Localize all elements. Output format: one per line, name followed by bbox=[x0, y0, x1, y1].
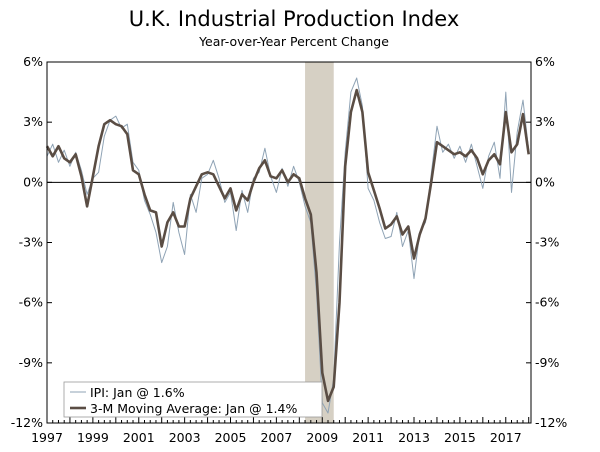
y-tick-label-left: -3% bbox=[19, 235, 43, 250]
y-tick-label-right: -12% bbox=[535, 415, 567, 430]
x-tick-label: 2007 bbox=[260, 430, 292, 445]
x-tick-label: 2017 bbox=[490, 430, 522, 445]
recession-layer bbox=[305, 62, 334, 423]
chart-subtitle: Year-over-Year Percent Change bbox=[198, 34, 389, 49]
series-line-moving-average bbox=[45, 88, 530, 403]
x-axis: 1997 1999 2001 2003 2005 2007 2009 2011 2013 2015… bbox=[31, 417, 530, 445]
y-tick-label-left: -6% bbox=[19, 295, 43, 310]
recession-band bbox=[305, 62, 334, 423]
y-tick-label-left: -9% bbox=[19, 355, 43, 370]
y-tick-label-right: 6% bbox=[535, 54, 555, 69]
y-tick-label-right: 3% bbox=[535, 114, 555, 129]
y-axis-left: 6% 3% 0% -3% -6% -9% -12% bbox=[11, 54, 52, 430]
y-tick-label-left: -12% bbox=[11, 415, 43, 430]
y-tick-label-right: -6% bbox=[535, 295, 559, 310]
legend-box bbox=[63, 381, 323, 418]
y-tick-label-left: 0% bbox=[23, 174, 43, 189]
x-tick-label: 2011 bbox=[352, 430, 384, 445]
x-tick-label: 2015 bbox=[444, 430, 476, 445]
x-tick-label: 1997 bbox=[31, 430, 63, 445]
x-tick-label: 1999 bbox=[77, 430, 109, 445]
y-tick-label-left: 6% bbox=[23, 54, 43, 69]
x-tick-label: 2009 bbox=[306, 430, 338, 445]
x-tick-label: 2013 bbox=[398, 430, 430, 445]
legend-label-ipi: IPI: Jan @ 1.6% bbox=[90, 385, 185, 400]
x-tick-label: 2001 bbox=[123, 430, 155, 445]
y-tick-label-left: 3% bbox=[23, 114, 43, 129]
y-tick-label-right: -9% bbox=[535, 355, 559, 370]
x-tick-label: 2005 bbox=[215, 430, 247, 445]
chart-title: U.K. Industrial Production Index bbox=[129, 7, 460, 31]
x-tick-label: 2003 bbox=[169, 430, 201, 445]
legend: IPI: Jan @ 1.6% 3-M Moving Average: Jan … bbox=[63, 381, 323, 418]
plot-frame bbox=[46, 61, 532, 424]
legend-label-moving-average: 3-M Moving Average: Jan @ 1.4% bbox=[90, 401, 297, 416]
y-axis-right: 6% 3% 0% -3% -6% -9% -12% bbox=[526, 54, 567, 430]
y-tick-label-right: -3% bbox=[535, 235, 559, 250]
series-layer bbox=[45, 77, 530, 414]
y-tick-label-right: 0% bbox=[535, 174, 555, 189]
series-line-ipi bbox=[46, 77, 530, 414]
